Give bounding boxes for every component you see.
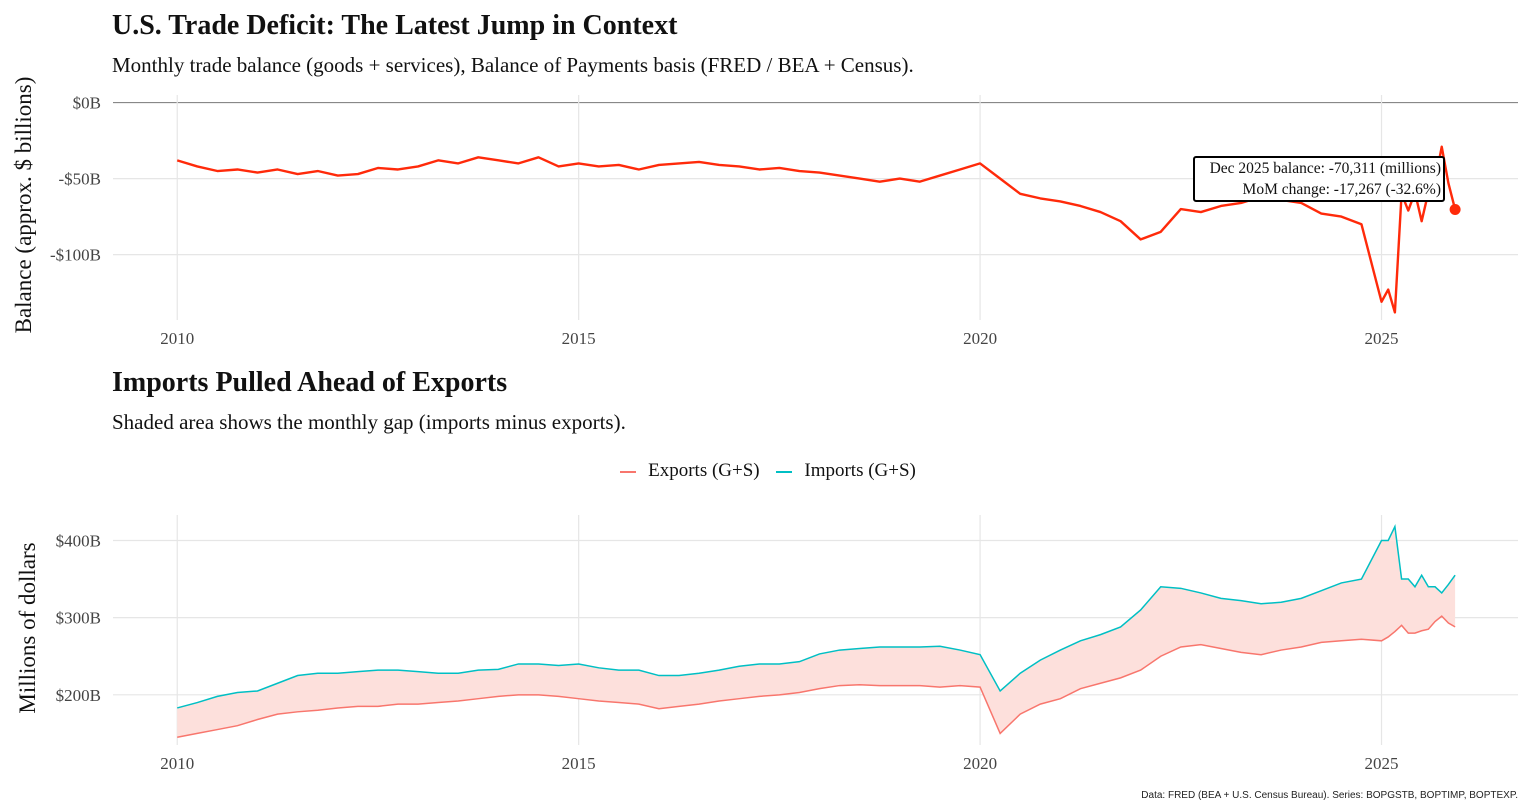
annotation-balance-line: Dec 2025 balance: -70,311 (millions)	[1209, 160, 1441, 177]
top-x-tick-label: 2010	[160, 329, 194, 348]
bottom-x-tick-label: 2020	[963, 754, 997, 773]
legend-item-imports: Imports (G+S)	[776, 460, 916, 482]
top-chart-title: U.S. Trade Deficit: The Latest Jump in C…	[112, 10, 678, 41]
legend-label-imports: Imports (G+S)	[804, 460, 916, 481]
imports-line	[177, 523, 1456, 709]
exports-line	[177, 615, 1456, 739]
top-x-tick-label: 2020	[963, 329, 997, 348]
legend-item-exports: Exports (G+S)	[620, 460, 760, 482]
bottom-chart-grid: $200B $300B $400B 2010 2015 2020 2025	[56, 515, 1518, 773]
bottom-x-tick-label: 2025	[1365, 754, 1399, 773]
legend-swatch-imports	[776, 470, 793, 473]
data-source-caption: Data: FRED (BEA + U.S. Census Bureau). S…	[1141, 790, 1518, 801]
bottom-x-tick-label: 2015	[562, 754, 596, 773]
legend-swatch-exports	[620, 470, 637, 473]
bottom-chart-marks	[177, 523, 1456, 739]
top-y-tick-label: -$100B	[50, 246, 101, 265]
bottom-chart-subtitle: Shaded area shows the monthly gap (impor…	[112, 410, 626, 434]
annotation-mom-line: MoM change: -17,267 (-32.6%)	[1242, 181, 1441, 198]
top-x-tick-label: 2015	[562, 329, 596, 348]
top-y-tick-label: -$50B	[59, 170, 102, 189]
legend-label-exports: Exports (G+S)	[648, 460, 760, 481]
bottom-y-tick-label: $300B	[56, 609, 101, 628]
bottom-y-tick-label: $200B	[56, 686, 101, 705]
gap-shaded-area	[177, 526, 1456, 738]
bottom-x-tick-label: 2010	[160, 754, 194, 773]
bottom-chart-title: Imports Pulled Ahead of Exports	[112, 367, 508, 398]
latest-value-annotation: Dec 2025 balance: -70,311 (millions) MoM…	[1193, 156, 1445, 202]
latest-point-marker	[1449, 203, 1461, 215]
legend: Exports (G+S) Imports (G+S)	[0, 460, 1536, 482]
top-chart-grid: $0B -$50B -$100B 2010 2015 2020 2025	[50, 94, 1518, 348]
balance-line	[176, 145, 1457, 314]
bottom-chart-y-axis-label: Millions of dollars	[15, 542, 40, 714]
top-chart-subtitle: Monthly trade balance (goods + services)…	[112, 53, 914, 77]
top-chart-y-axis-label: Balance (approx. $ billions)	[11, 76, 36, 334]
top-x-tick-label: 2025	[1365, 329, 1399, 348]
top-chart-marks	[176, 145, 1461, 314]
top-y-tick-label: $0B	[73, 94, 101, 113]
bottom-y-tick-label: $400B	[56, 531, 101, 550]
